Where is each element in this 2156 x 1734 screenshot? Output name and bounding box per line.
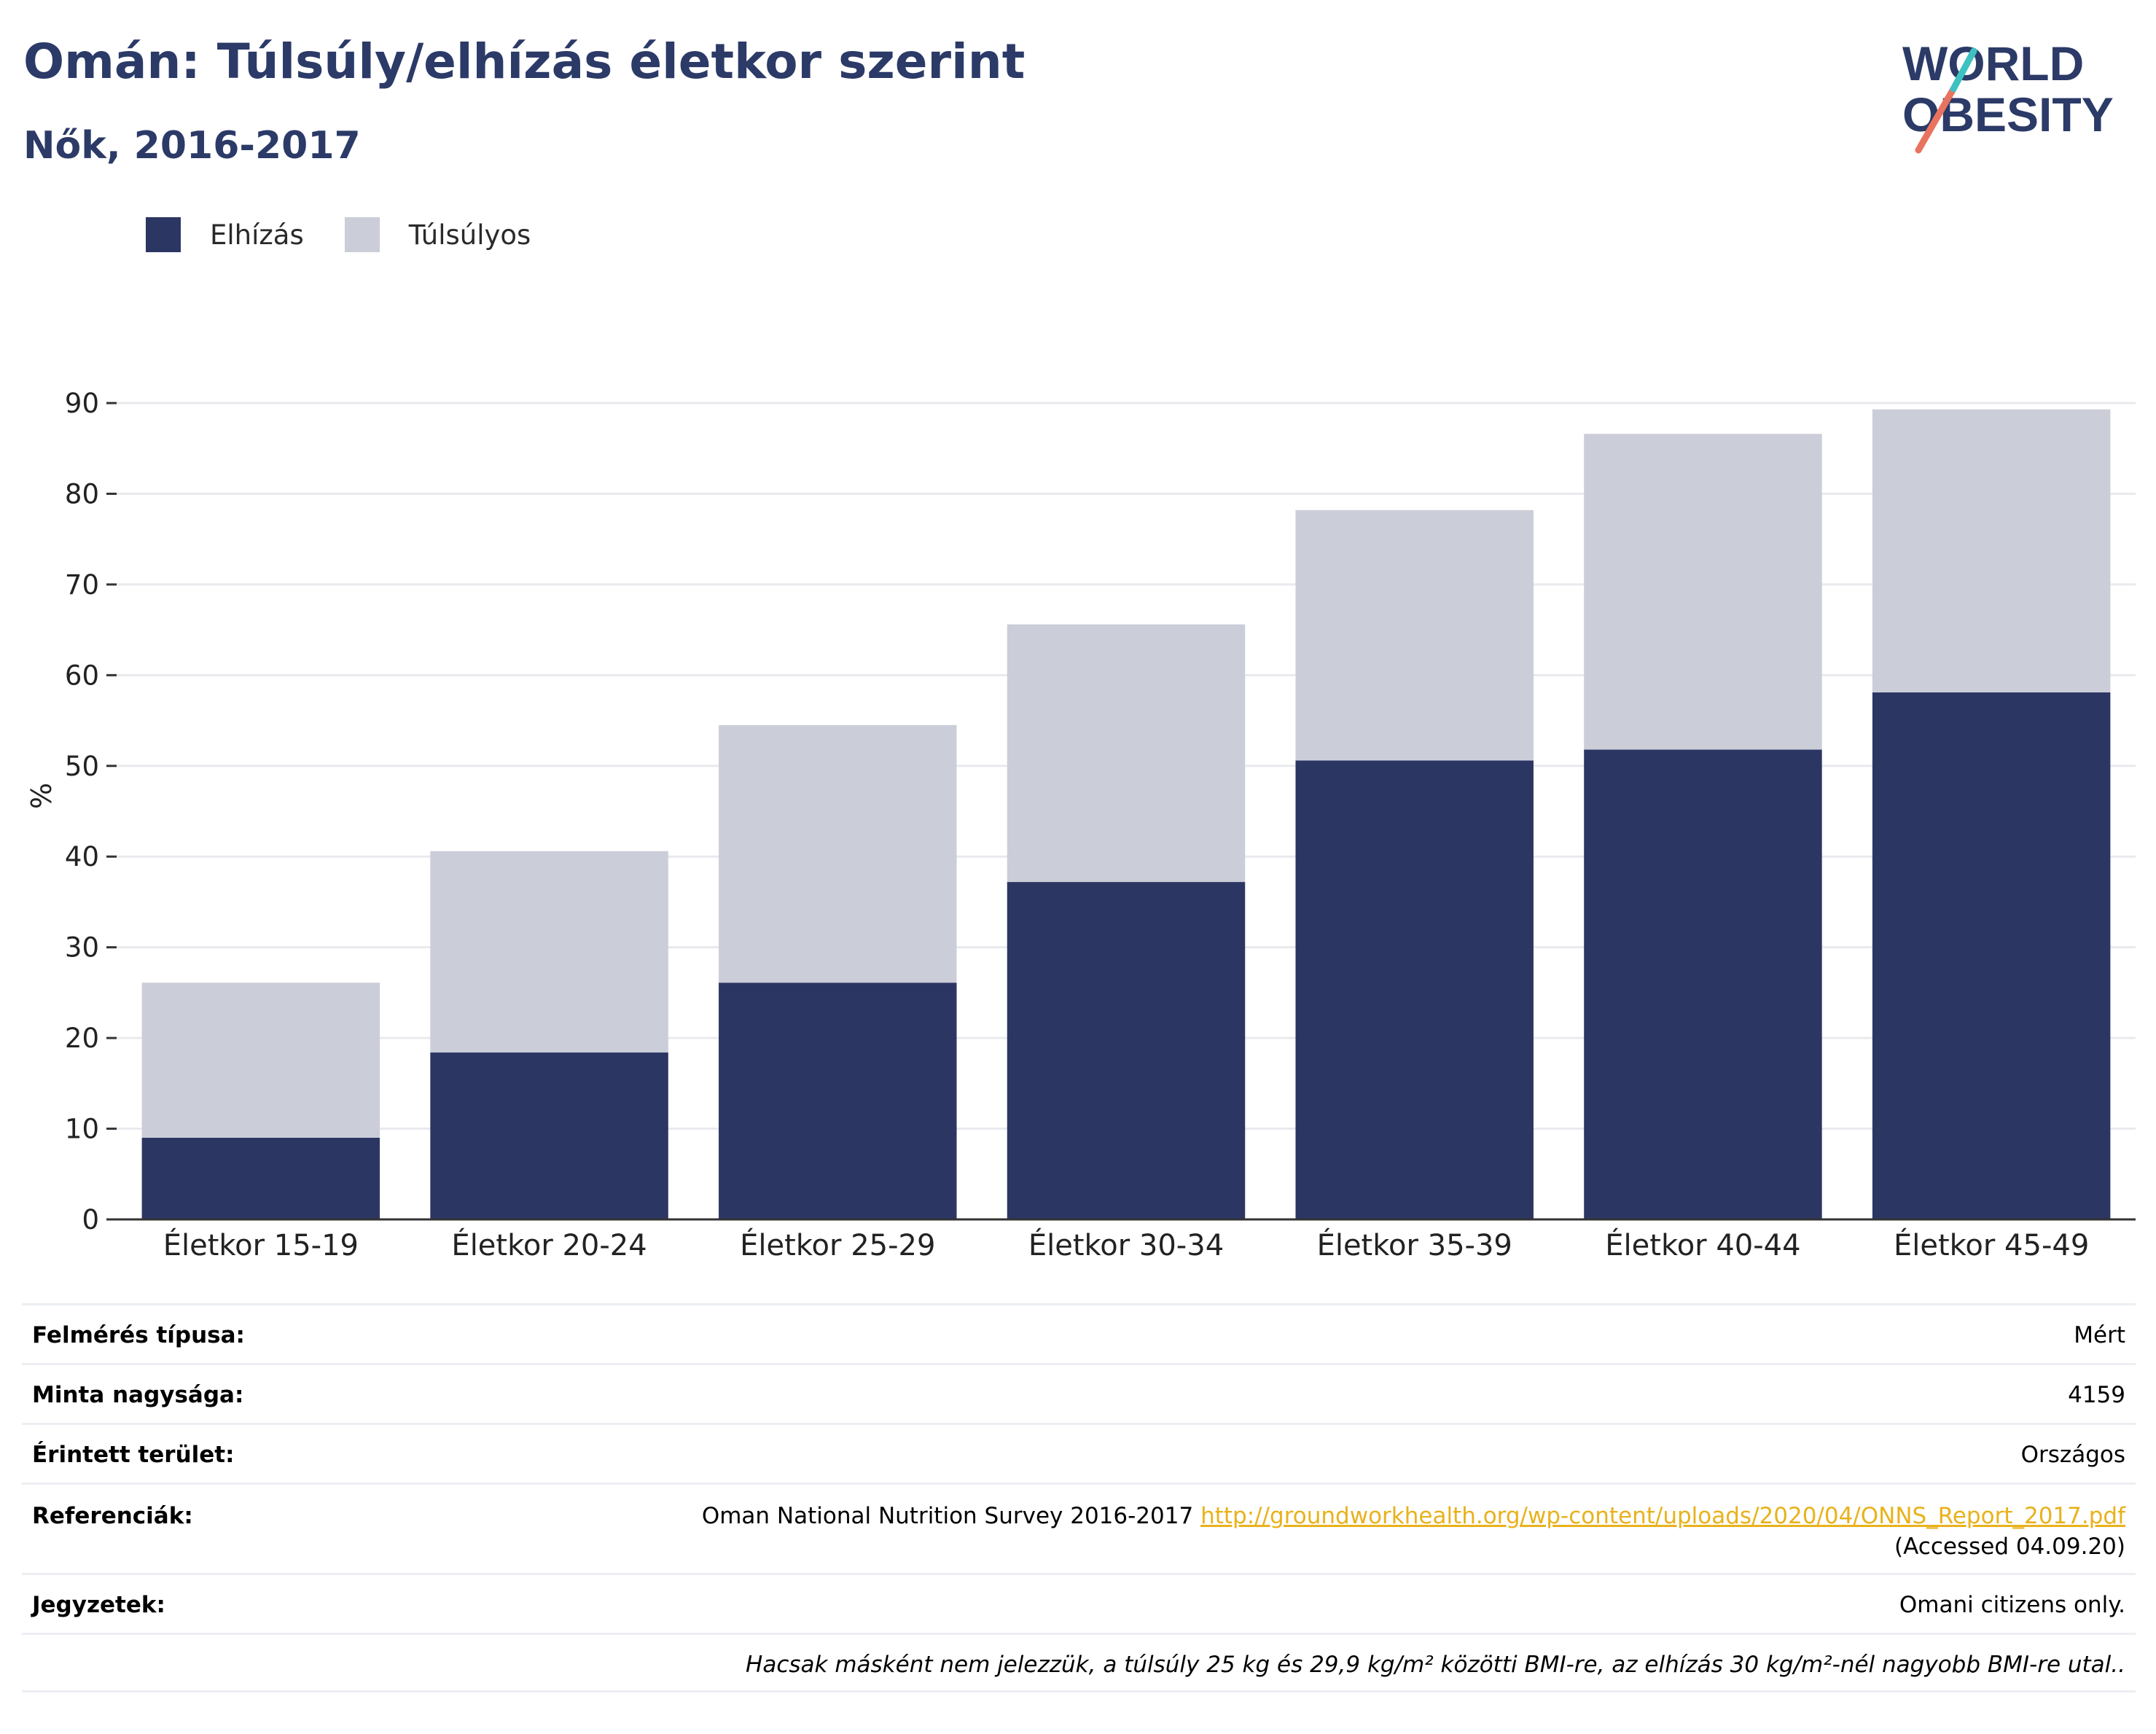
bar-overweight xyxy=(1872,409,2111,692)
legend-swatch-obesity xyxy=(146,217,181,252)
info-value: Mért xyxy=(2074,1322,2125,1348)
bars xyxy=(141,409,2111,1219)
info-row-sample-size: Minta nagysága: 4159 xyxy=(22,1363,2136,1423)
bar-obesity xyxy=(141,1138,380,1219)
x-tick-label: Életkor 15-19 xyxy=(163,1227,359,1262)
x-tick-label: Életkor 30-34 xyxy=(1028,1227,1224,1262)
logo-line1: WORLD xyxy=(1902,36,2084,90)
y-tick-label: 20 xyxy=(65,1023,99,1054)
legend-item-obesity[interactable]: Elhízás xyxy=(146,217,304,252)
info-row-notes: Jegyzetek: Omani citizens only. xyxy=(22,1573,2136,1633)
y-axis-ticks: 0 10 20 30 40 50 60 70 80 90 xyxy=(65,388,117,1235)
bar-overweight xyxy=(1584,434,1822,750)
x-tick-label: Életkor 20-24 xyxy=(451,1227,647,1262)
footnote: Hacsak másként nem jelezzük, a túlsúly 2… xyxy=(22,1633,2136,1692)
info-label: Jegyzetek: xyxy=(32,1592,165,1618)
page-subtitle: Nők, 2016-2017 xyxy=(23,124,361,168)
info-row-survey-type: Felmérés típusa: Mért xyxy=(22,1303,2136,1363)
y-tick-label: 80 xyxy=(65,478,99,509)
info-value: Országos xyxy=(2020,1442,2125,1468)
bar-obesity xyxy=(430,1052,668,1219)
x-tick-label: Életkor 35-39 xyxy=(1317,1227,1512,1262)
info-row-references: Referenciák: Oman National Nutrition Sur… xyxy=(22,1483,2136,1573)
info-value: 4159 xyxy=(2068,1382,2125,1408)
info-label: Felmérés típusa: xyxy=(32,1322,245,1348)
reference-text: Oman National Nutrition Survey 2016-2017 xyxy=(701,1503,1194,1529)
bar-obesity xyxy=(1584,749,1822,1219)
chart-legend: Elhízás Túlsúlyos xyxy=(146,217,571,252)
info-value: Omani citizens only. xyxy=(1899,1592,2125,1618)
y-tick-label: 50 xyxy=(65,751,99,782)
logo-slash-coral xyxy=(1915,85,1957,154)
bar-overweight xyxy=(719,725,957,983)
bar-overweight xyxy=(1295,509,1534,761)
legend-label-overweight: Túlsúlyos xyxy=(408,219,531,251)
y-tick-label: 40 xyxy=(65,841,99,872)
bar-obesity xyxy=(1872,692,2111,1219)
x-tick-label: Életkor 45-49 xyxy=(1894,1227,2089,1262)
page-title: Omán: Túlsúly/elhízás életkor szerint xyxy=(23,34,1026,90)
info-row-area: Érintett terület: Országos xyxy=(22,1423,2136,1483)
bar-obesity xyxy=(719,983,957,1219)
info-label: Referenciák: xyxy=(32,1503,193,1529)
x-tick-label: Életkor 25-29 xyxy=(740,1227,935,1262)
y-tick-label: 0 xyxy=(82,1204,99,1235)
y-tick-label: 90 xyxy=(65,388,99,419)
legend-label-obesity: Elhízás xyxy=(210,219,304,251)
logo-slash-teal xyxy=(1950,47,1977,93)
info-label: Érintett terület: xyxy=(32,1442,235,1468)
y-axis-label: % xyxy=(26,783,58,809)
y-tick-label: 10 xyxy=(65,1114,99,1145)
y-tick-label: 30 xyxy=(65,932,99,964)
info-value: Oman National Nutrition Survey 2016-2017… xyxy=(702,1501,2125,1562)
reference-accessed: (Accessed 04.09.20) xyxy=(1894,1534,2125,1560)
y-tick-label: 60 xyxy=(65,660,99,691)
legend-swatch-overweight xyxy=(344,217,380,252)
bar-overweight xyxy=(141,983,380,1138)
info-table: Felmérés típusa: Mért Minta nagysága: 41… xyxy=(22,1303,2136,1692)
x-axis-ticks: Életkor 15-19 Életkor 20-24 Életkor 25-29 É… xyxy=(163,1227,2090,1262)
y-tick-label: 70 xyxy=(65,569,99,601)
reference-link[interactable]: http://groundworkhealth.org/wp-content/u… xyxy=(1200,1503,2125,1529)
world-obesity-logo: WORLD OBESITY xyxy=(1902,36,2114,154)
x-tick-label: Életkor 40-44 xyxy=(1605,1227,1800,1262)
bar-obesity xyxy=(1007,882,1246,1219)
info-label: Minta nagysága: xyxy=(32,1382,244,1408)
bar-overweight xyxy=(430,851,668,1053)
bar-obesity xyxy=(1295,760,1534,1219)
bar-overweight xyxy=(1007,624,1246,883)
legend-item-overweight[interactable]: Túlsúlyos xyxy=(344,217,531,252)
